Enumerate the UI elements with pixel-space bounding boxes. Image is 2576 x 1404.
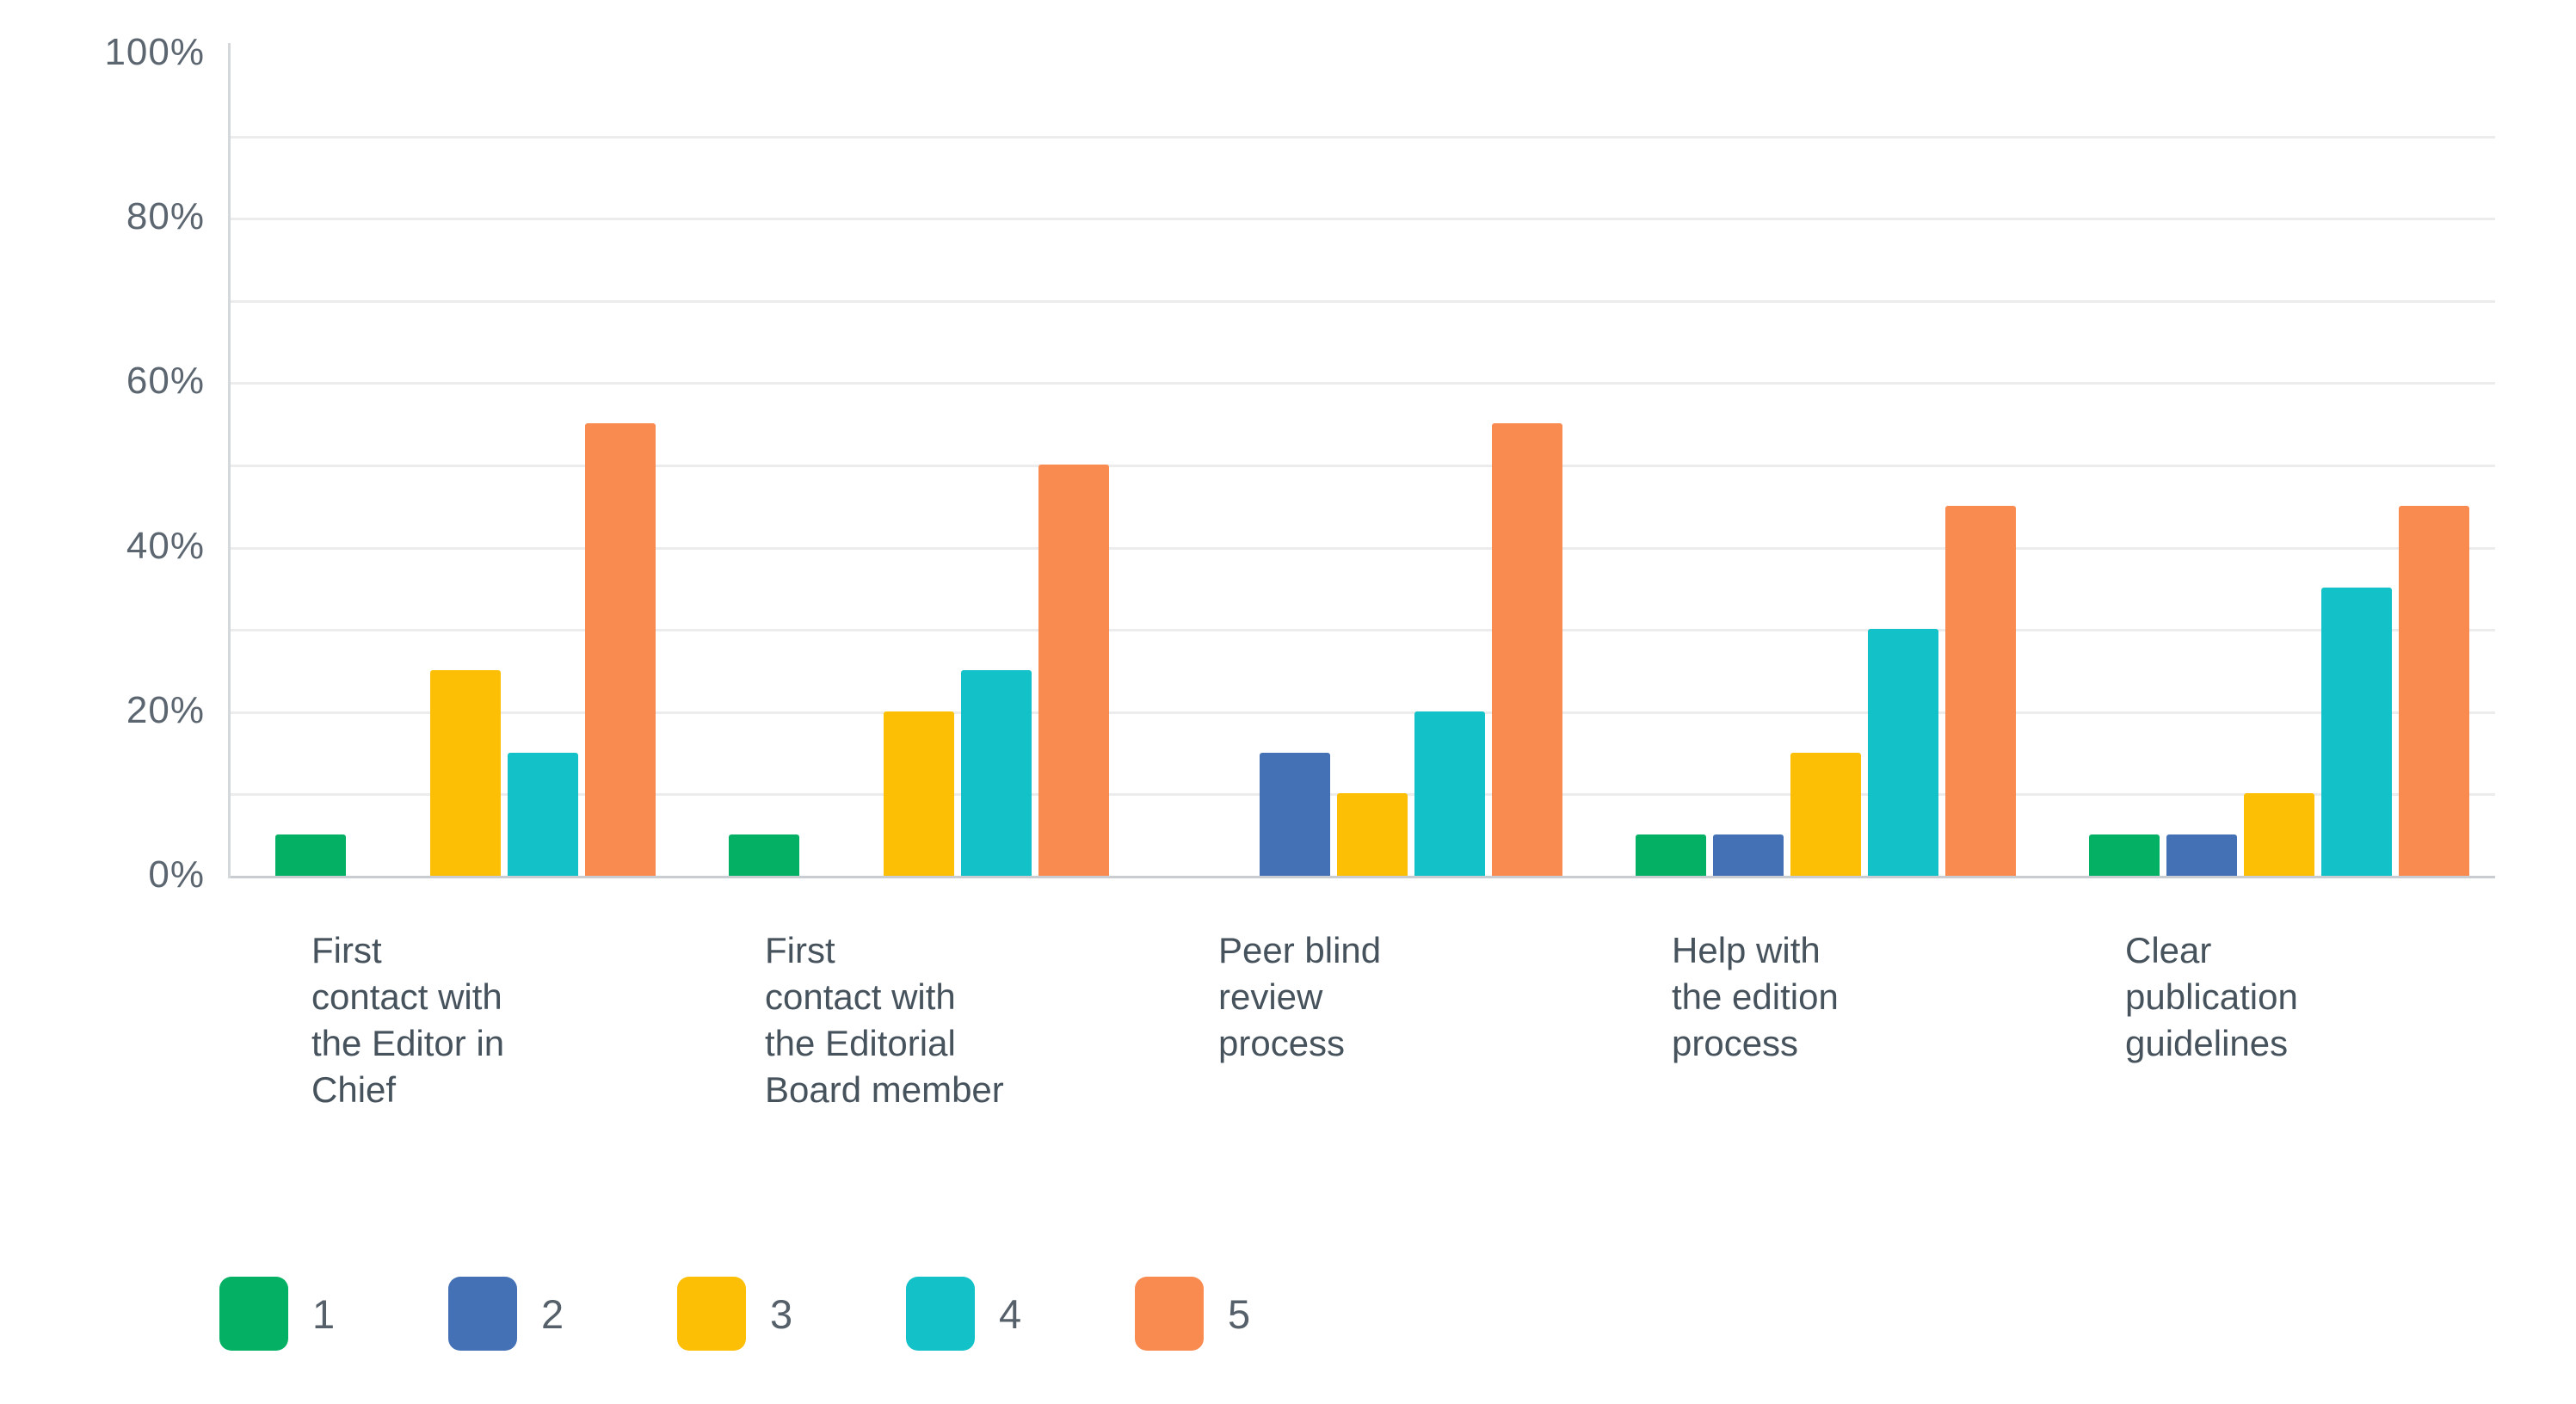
x-axis-baseline bbox=[228, 876, 2495, 878]
category-label-line: First bbox=[311, 930, 382, 970]
category-label-line: process bbox=[1672, 1023, 1799, 1063]
gridline bbox=[228, 629, 2495, 632]
gridline bbox=[228, 465, 2495, 467]
legend-swatch-1 bbox=[219, 1277, 288, 1351]
category-label-line: First bbox=[765, 930, 835, 970]
bar-rating-1-category-2 bbox=[729, 834, 799, 876]
y-axis-tick-label: 20% bbox=[126, 688, 205, 731]
bar-rating-5-category-4 bbox=[1945, 505, 2016, 876]
legend-label: 1 bbox=[312, 1290, 336, 1337]
category-label-line: the edition bbox=[1672, 976, 1839, 1017]
bar-rating-3-category-1 bbox=[430, 670, 501, 876]
category-label-line: Board member bbox=[765, 1069, 1004, 1110]
category-label-line: process bbox=[1218, 1023, 1346, 1063]
category-label-line: Help with bbox=[1672, 930, 1821, 970]
category-label: First contact with the Editorial Board memb… bbox=[765, 927, 1004, 1113]
category-label: Help with the edition process bbox=[1672, 927, 1839, 1067]
legend-swatch-4 bbox=[906, 1277, 975, 1351]
gridline bbox=[228, 218, 2495, 221]
category-label-line: review bbox=[1218, 976, 1323, 1017]
bar-rating-4-category-1 bbox=[508, 752, 578, 876]
y-axis-tick-label: 80% bbox=[126, 195, 205, 238]
gridline bbox=[228, 135, 2495, 139]
category-label-line: contact with bbox=[311, 976, 502, 1017]
bar-rating-5-category-2 bbox=[1038, 465, 1109, 876]
legend-label: 4 bbox=[999, 1290, 1022, 1337]
bar-rating-3-category-5 bbox=[2244, 793, 2314, 876]
bar-rating-5-category-3 bbox=[1492, 423, 1562, 876]
legend-item-3: 3 bbox=[677, 1277, 792, 1351]
category-label: Clear publication guidelines bbox=[2125, 927, 2298, 1067]
category-label-line: contact with bbox=[765, 976, 956, 1017]
bar-rating-1-category-5 bbox=[2089, 834, 2160, 876]
legend-swatch-3 bbox=[677, 1277, 746, 1351]
bar-rating-4-category-4 bbox=[1868, 629, 1938, 876]
category-label-line: the Editorial bbox=[765, 1023, 956, 1063]
bar-rating-5-category-5 bbox=[2399, 505, 2469, 876]
bar-rating-5-category-1 bbox=[585, 423, 656, 876]
category-label-line: publication bbox=[2125, 976, 2298, 1017]
category-label-line: Peer blind bbox=[1218, 930, 1382, 970]
y-axis-tick-label: 100% bbox=[104, 31, 205, 73]
bar-rating-3-category-2 bbox=[884, 711, 954, 876]
gridline bbox=[228, 299, 2495, 303]
legend-item-2: 2 bbox=[448, 1277, 564, 1351]
legend-label: 5 bbox=[1228, 1290, 1251, 1337]
legend-swatch-2 bbox=[448, 1277, 517, 1351]
gridline bbox=[228, 382, 2495, 385]
bar-rating-3-category-3 bbox=[1337, 793, 1408, 876]
bar-rating-1-category-4 bbox=[1636, 834, 1706, 876]
legend-label: 3 bbox=[770, 1290, 793, 1337]
legend-swatch-5 bbox=[1135, 1277, 1204, 1351]
bar-rating-1-category-1 bbox=[275, 834, 346, 876]
legend-item-4: 4 bbox=[906, 1277, 1021, 1351]
bar-rating-2-category-5 bbox=[2166, 834, 2237, 876]
bar-rating-4-category-5 bbox=[2321, 588, 2392, 876]
y-axis-tick-label: 40% bbox=[126, 524, 205, 567]
y-axis-line bbox=[228, 43, 231, 878]
legend-item-1: 1 bbox=[219, 1277, 335, 1351]
gridline bbox=[228, 711, 2495, 714]
gridline bbox=[228, 546, 2495, 550]
bar-rating-3-category-4 bbox=[1790, 752, 1861, 876]
category-label-line: Clear bbox=[2125, 930, 2212, 970]
y-axis-tick-label: 60% bbox=[126, 360, 205, 403]
legend-label: 2 bbox=[541, 1290, 564, 1337]
category-label-line: the Editor in bbox=[311, 1023, 505, 1063]
category-label-line: Chief bbox=[311, 1069, 397, 1110]
y-axis-tick-label: 0% bbox=[148, 853, 205, 896]
bar-rating-4-category-3 bbox=[1414, 711, 1485, 876]
category-label: First contact with the Editor in Chief bbox=[311, 927, 504, 1113]
bar-rating-2-category-4 bbox=[1713, 834, 1784, 876]
bar-rating-4-category-2 bbox=[961, 670, 1032, 876]
legend-item-5: 5 bbox=[1135, 1277, 1250, 1351]
bar-rating-2-category-3 bbox=[1260, 752, 1330, 876]
category-label-line: guidelines bbox=[2125, 1023, 2289, 1063]
category-label: Peer blind review process bbox=[1218, 927, 1381, 1067]
